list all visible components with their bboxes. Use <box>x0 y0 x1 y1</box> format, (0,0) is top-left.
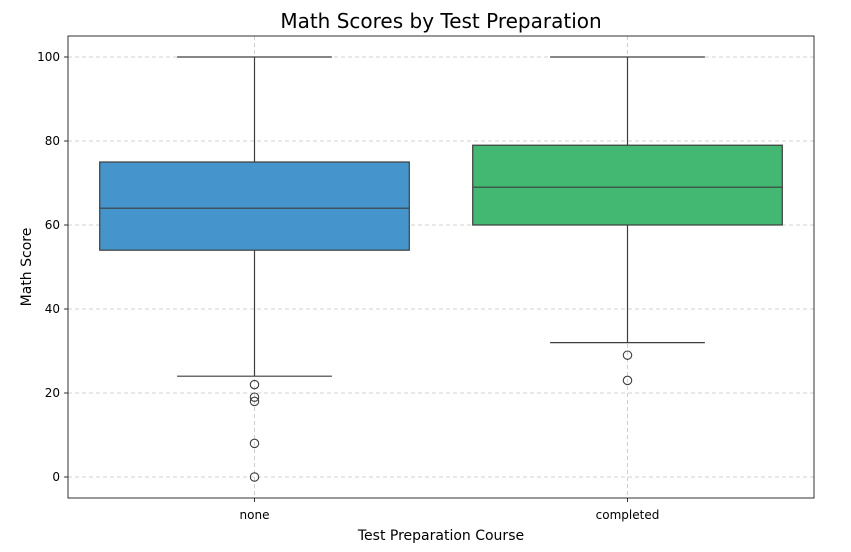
box-group-none <box>99 56 410 482</box>
outlier-point <box>249 472 260 482</box>
y-tick-label: 20 <box>45 386 60 400</box>
outlier-point <box>249 392 260 402</box>
outlier-point <box>622 350 633 360</box>
outlier-point <box>249 396 260 407</box>
x-tick-label: none <box>240 508 270 522</box>
boxes-layer <box>99 56 783 482</box>
plot-frame <box>67 35 815 499</box>
y-tick-label: 80 <box>45 134 60 148</box>
y-tick-label: 40 <box>45 302 60 316</box>
box-group-completed <box>472 56 783 386</box>
x-axis-label: Test Preparation Course <box>357 528 524 544</box>
outlier-point <box>622 375 633 386</box>
iqr-box <box>99 161 410 251</box>
grid-layer <box>68 36 814 498</box>
y-tick-label: 60 <box>45 218 60 232</box>
y-tick-label: 100 <box>37 50 60 64</box>
y-tick-label: 0 <box>52 470 60 484</box>
x-tick-label: completed <box>596 508 660 522</box>
outlier-point <box>249 438 260 449</box>
outlier-point <box>249 379 260 390</box>
ticks-layer: 0 20 40 60 80 100 none completed <box>37 50 659 522</box>
y-axis-label: Math Score <box>19 228 35 307</box>
iqr-box <box>472 144 783 226</box>
chart-title: Math Scores by Test Preparation <box>280 9 601 33</box>
